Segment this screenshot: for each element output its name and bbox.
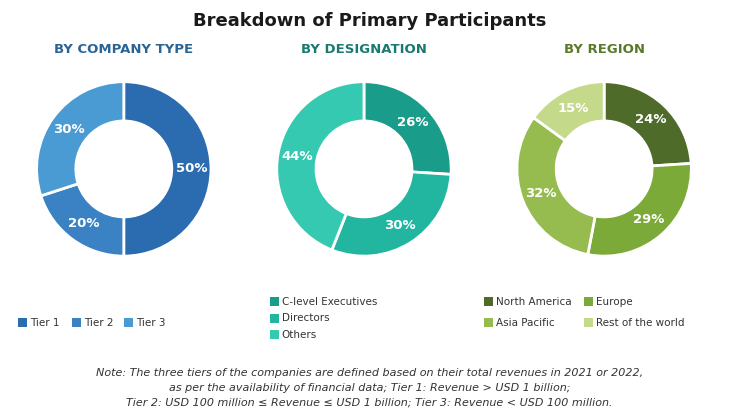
Wedge shape <box>332 172 451 256</box>
Text: 32%: 32% <box>525 187 557 200</box>
Title: BY DESIGNATION: BY DESIGNATION <box>301 43 427 56</box>
Circle shape <box>316 121 412 217</box>
Text: 20%: 20% <box>68 217 100 230</box>
Title: BY REGION: BY REGION <box>564 43 644 56</box>
Text: C-level Executives: C-level Executives <box>282 297 377 307</box>
Text: Directors: Directors <box>282 314 329 323</box>
Wedge shape <box>37 82 124 196</box>
Text: 15%: 15% <box>558 102 589 115</box>
Text: Tier 2: Tier 2 <box>84 318 114 328</box>
Text: Note: The three tiers of the companies are defined based on their total revenues: Note: The three tiers of the companies a… <box>96 368 643 408</box>
Text: Tier 1: Tier 1 <box>30 318 60 328</box>
Wedge shape <box>277 82 364 250</box>
Text: 24%: 24% <box>635 113 666 126</box>
Wedge shape <box>588 164 691 256</box>
Text: Tier 3: Tier 3 <box>136 318 166 328</box>
Text: 26%: 26% <box>398 116 429 129</box>
Wedge shape <box>604 82 691 166</box>
Text: 30%: 30% <box>53 123 85 136</box>
Circle shape <box>76 121 171 217</box>
Text: Asia Pacific: Asia Pacific <box>496 318 554 328</box>
Wedge shape <box>517 118 595 255</box>
Text: Others: Others <box>282 330 317 340</box>
Circle shape <box>556 121 652 217</box>
Text: 44%: 44% <box>282 150 313 163</box>
Title: BY COMPANY TYPE: BY COMPANY TYPE <box>54 43 194 56</box>
Text: 29%: 29% <box>633 213 664 226</box>
Wedge shape <box>364 82 451 174</box>
Text: 30%: 30% <box>384 220 416 232</box>
Text: Rest of the world: Rest of the world <box>596 318 684 328</box>
Text: North America: North America <box>496 297 571 307</box>
Text: Europe: Europe <box>596 297 633 307</box>
Text: Breakdown of Primary Participants: Breakdown of Primary Participants <box>193 12 546 30</box>
Text: 50%: 50% <box>176 162 207 176</box>
Wedge shape <box>123 82 211 256</box>
Wedge shape <box>534 82 605 141</box>
Wedge shape <box>41 184 123 256</box>
